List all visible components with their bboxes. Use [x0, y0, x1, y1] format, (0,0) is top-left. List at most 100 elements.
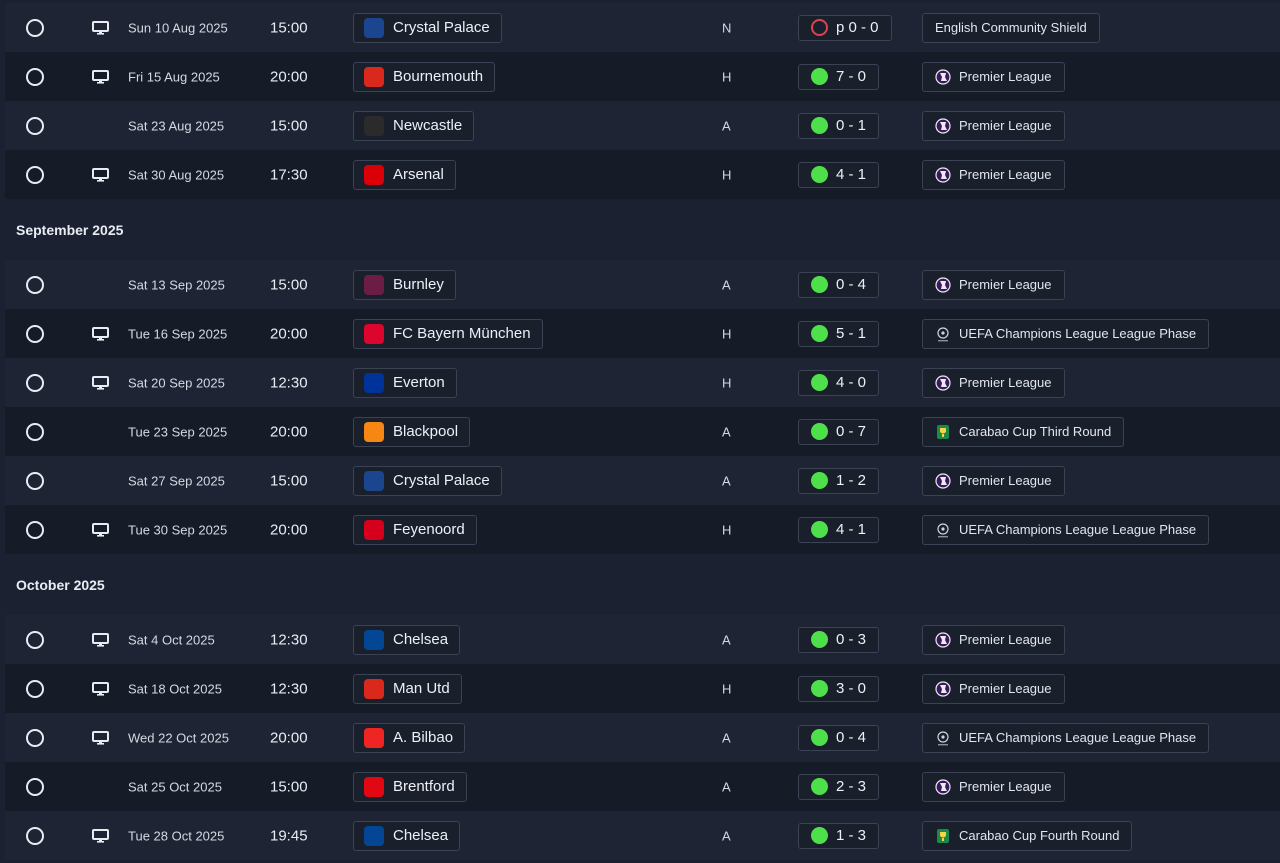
opponent-button[interactable]: Feyenoord	[353, 514, 477, 545]
fixture-row[interactable]: Sat 20 Sep 2025 12:30 Everton H 4 - 0 Premier…	[5, 358, 1280, 407]
result-button[interactable]: p 0 - 0	[798, 14, 892, 41]
opponent-button[interactable]: Blackpool	[353, 416, 471, 447]
fixture-row[interactable]: Tue 16 Sep 2025 20:00 FC Bayern München H 5 …	[5, 309, 1280, 358]
opponent-button[interactable]: Chelsea	[353, 624, 461, 655]
competition-button[interactable]: Premier League	[922, 61, 1065, 92]
competition-name: UEFA Champions League League Phase	[959, 730, 1197, 745]
tv-icon	[92, 20, 109, 35]
match-date: Sat 20 Sep 2025	[128, 375, 225, 390]
status-circle-icon[interactable]	[26, 373, 44, 392]
fixture-row[interactable]: Sat 4 Oct 2025 12:30 Chelsea A 0 - 3 Premier …	[5, 615, 1280, 664]
win-dot-icon	[811, 680, 828, 697]
competition-button[interactable]: UEFA Champions League League Phase	[922, 514, 1210, 545]
venue: A	[722, 730, 731, 745]
opponent-button[interactable]: Bournemouth	[353, 61, 496, 92]
kickoff-time: 15:00	[270, 276, 308, 293]
tv-icon	[92, 375, 109, 390]
venue: H	[722, 681, 732, 696]
opponent-button[interactable]: Crystal Palace	[353, 465, 502, 496]
fixture-row[interactable]: Sat 30 Aug 2025 17:30 Arsenal H 4 - 1 Premier…	[5, 150, 1280, 199]
opponent-button[interactable]: Newcastle	[353, 110, 475, 141]
fixture-row[interactable]: Tue 23 Sep 2025 20:00 Blackpool A 0 - 7 Carab…	[5, 407, 1280, 456]
competition-button[interactable]: Carabao Cup Fourth Round	[922, 820, 1133, 851]
result-button[interactable]: 4 - 1	[798, 161, 880, 188]
opponent-button[interactable]: Crystal Palace	[353, 12, 502, 43]
opponent-button[interactable]: A. Bilbao	[353, 722, 466, 753]
status-circle-icon[interactable]	[26, 826, 44, 845]
result-button[interactable]: 0 - 4	[798, 724, 880, 751]
burnley-crest	[364, 274, 384, 295]
result-button[interactable]: 0 - 4	[798, 271, 880, 298]
opponent-button[interactable]: Brentford	[353, 771, 467, 802]
status-circle-icon[interactable]	[26, 679, 44, 698]
fixture-row[interactable]: Fri 15 Aug 2025 20:00 Bournemouth H 7 - 0 Pre…	[5, 52, 1280, 101]
competition-button[interactable]: Premier League	[922, 465, 1065, 496]
result-button[interactable]: 0 - 1	[798, 112, 880, 139]
result-button[interactable]: 1 - 2	[798, 467, 880, 494]
status-circle-icon[interactable]	[26, 324, 44, 343]
premier-league-icon	[935, 631, 951, 649]
fixture-row[interactable]: Sat 13 Sep 2025 15:00 Burnley A 0 - 4 Premier…	[5, 260, 1280, 309]
status-circle-icon[interactable]	[26, 630, 44, 649]
opponent-name: Blackpool	[393, 423, 459, 440]
opponent-button[interactable]: Arsenal	[353, 159, 456, 190]
status-circle-icon[interactable]	[26, 520, 44, 539]
status-circle-icon[interactable]	[26, 777, 44, 796]
result-button[interactable]: 7 - 0	[798, 63, 880, 90]
competition-button[interactable]: UEFA Champions League League Phase	[922, 722, 1210, 753]
status-circle-icon[interactable]	[26, 67, 44, 86]
competition-name: Premier League	[959, 632, 1052, 647]
fixture-row[interactable]: Wed 22 Oct 2025 20:00 A. Bilbao A 0 - 4 UEFA …	[5, 713, 1280, 762]
match-date: Fri 15 Aug 2025	[128, 69, 220, 84]
fixture-row[interactable]: Tue 28 Oct 2025 19:45 Chelsea A 1 - 3 Carabao…	[5, 811, 1280, 860]
win-dot-icon	[811, 778, 828, 795]
status-circle-icon[interactable]	[26, 275, 44, 294]
status-circle-icon[interactable]	[26, 728, 44, 747]
result-score: 0 - 4	[836, 276, 867, 293]
fixture-row[interactable]: Sat 25 Oct 2025 15:00 Brentford A 2 - 3 Premi…	[5, 762, 1280, 811]
chelsea-crest	[364, 629, 384, 650]
fixture-row[interactable]: Sat 27 Sep 2025 15:00 Crystal Palace A 1 - 2…	[5, 456, 1280, 505]
kickoff-time: 19:45	[270, 827, 308, 844]
result-button[interactable]: 0 - 3	[798, 626, 880, 653]
competition-button[interactable]: Carabao Cup Third Round	[922, 416, 1125, 447]
competition-name: Premier League	[959, 681, 1052, 696]
kickoff-time: 20:00	[270, 423, 308, 440]
fixture-row[interactable]: Sat 18 Oct 2025 12:30 Man Utd H 3 - 0 Premier…	[5, 664, 1280, 713]
competition-button[interactable]: Premier League	[922, 159, 1065, 190]
result-button[interactable]: 1 - 3	[798, 822, 880, 849]
status-circle-icon[interactable]	[26, 471, 44, 490]
competition-button[interactable]: Premier League	[922, 673, 1065, 704]
opponent-button[interactable]: FC Bayern München	[353, 318, 543, 349]
win-dot-icon	[811, 68, 828, 85]
competition-button[interactable]: Premier League	[922, 624, 1065, 655]
status-circle-icon[interactable]	[26, 18, 44, 37]
venue: A	[722, 632, 731, 647]
status-circle-icon[interactable]	[26, 165, 44, 184]
competition-button[interactable]: UEFA Champions League League Phase	[922, 318, 1210, 349]
competition-button[interactable]: English Community Shield	[922, 12, 1100, 43]
status-circle-icon[interactable]	[26, 422, 44, 441]
fixture-row[interactable]: Sat 23 Aug 2025 15:00 Newcastle A 0 - 1 Premi…	[5, 101, 1280, 150]
competition-button[interactable]: Premier League	[922, 110, 1065, 141]
result-button[interactable]: 5 - 1	[798, 320, 880, 347]
result-button[interactable]: 4 - 0	[798, 369, 880, 396]
competition-button[interactable]: Premier League	[922, 367, 1065, 398]
result-button[interactable]: 3 - 0	[798, 675, 880, 702]
opponent-button[interactable]: Chelsea	[353, 820, 461, 851]
result-button[interactable]: 0 - 7	[798, 418, 880, 445]
competition-button[interactable]: Premier League	[922, 269, 1065, 300]
opponent-button[interactable]: Everton	[353, 367, 457, 398]
competition-button[interactable]: Premier League	[922, 771, 1065, 802]
opponent-button[interactable]: Burnley	[353, 269, 456, 300]
fixture-row[interactable]: Tue 30 Sep 2025 20:00 Feyenoord H 4 - 1 UEFA …	[5, 505, 1280, 554]
result-button[interactable]: 4 - 1	[798, 516, 880, 543]
match-date: Tue 28 Oct 2025	[128, 828, 225, 843]
status-circle-icon[interactable]	[26, 116, 44, 135]
opponent-button[interactable]: Man Utd	[353, 673, 462, 704]
blackpool-crest	[364, 421, 384, 442]
kickoff-time: 15:00	[270, 778, 308, 795]
result-score: 5 - 1	[836, 325, 867, 342]
result-button[interactable]: 2 - 3	[798, 773, 880, 800]
